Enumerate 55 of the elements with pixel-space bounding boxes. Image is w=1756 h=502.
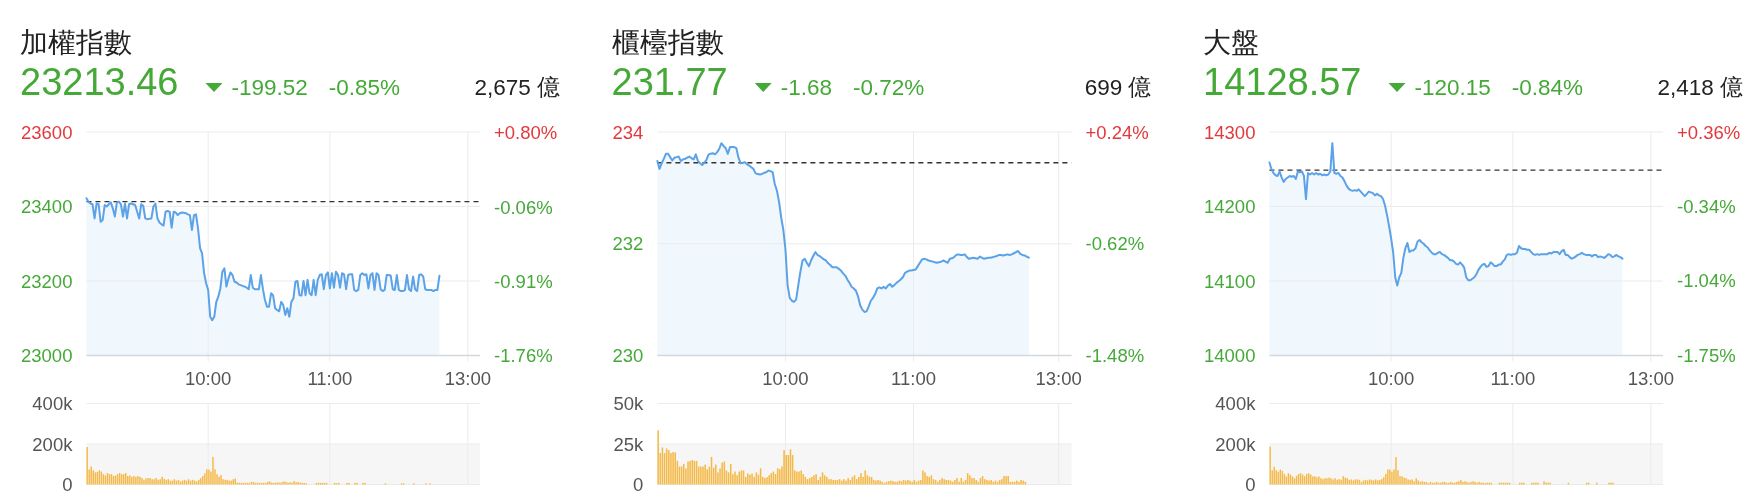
x-tick-label: 10:00: [762, 368, 809, 389]
x-tick-label: 10:00: [1368, 368, 1415, 389]
text: 14128.57: [1203, 61, 1362, 103]
text: -0.85%: [328, 75, 401, 100]
y-tick-label: 14100: [1204, 270, 1256, 292]
y-tick-label: 14000: [1204, 345, 1256, 366]
text: -1.68: [780, 75, 833, 100]
y-tick-label: 23600: [21, 121, 73, 143]
y-tick-label: 14200: [1204, 196, 1256, 217]
y-tick-label: 400k: [1215, 393, 1257, 414]
y-tick-label: 200k: [32, 433, 74, 455]
y2-tick-label: +0.24%: [1085, 121, 1149, 143]
y-tick-label: 200k: [1215, 433, 1257, 455]
text: -199.52: [231, 75, 308, 100]
y-tick-label: 25k: [613, 433, 645, 455]
x-tick-label: 10:00: [185, 368, 232, 389]
x-tick-label: 11:00: [1490, 368, 1536, 389]
x-tick-label: 13:00: [1035, 368, 1082, 389]
x-tick-label: 13:00: [444, 368, 491, 389]
y2-tick-label: -1.48%: [1085, 345, 1145, 366]
text: 699 億: [1084, 75, 1152, 100]
x-tick-label: 11:00: [891, 368, 936, 389]
y2-tick-label: -1.76%: [494, 345, 553, 366]
y-tick-label: 400k: [32, 393, 74, 414]
y-tick-label: 50k: [613, 393, 645, 414]
y-tick-label: 23000: [21, 345, 73, 366]
y-tick-label: 230: [612, 345, 644, 366]
y-tick-label: 0: [1245, 474, 1256, 495]
y2-tick-label: -0.06%: [494, 196, 553, 218]
y2-tick-label: -0.62%: [1085, 233, 1145, 255]
chart-title: 加權指數: [20, 27, 132, 58]
text: -0.84%: [1511, 75, 1584, 100]
text: 2,675 億: [474, 75, 560, 100]
y-tick-label: 0: [62, 474, 73, 495]
chart-title: 大盤: [1203, 27, 1259, 58]
y2-tick-label: -1.04%: [1677, 269, 1736, 291]
y2-tick-label: -0.91%: [494, 270, 553, 292]
y2-tick-label: +0.80%: [494, 121, 558, 143]
chart-title: 櫃檯指數: [611, 27, 724, 58]
y-tick-label: 0: [633, 474, 644, 495]
y-tick-label: 232: [612, 233, 644, 255]
y2-tick-label: +0.36%: [1677, 121, 1741, 143]
text: 231.77: [611, 61, 728, 103]
y-tick-label: 23400: [21, 196, 73, 217]
text: -120.15: [1414, 75, 1491, 100]
x-tick-label: 11:00: [307, 368, 353, 389]
y-tick-label: 14300: [1204, 121, 1256, 143]
y2-tick-label: -1.75%: [1677, 345, 1736, 366]
text: 23213.46: [20, 61, 179, 103]
x-tick-label: 13:00: [1627, 368, 1674, 389]
y-tick-label: 23200: [21, 270, 73, 292]
text: 2,418 億: [1657, 75, 1743, 100]
y-tick-label: 234: [612, 121, 644, 143]
text: -0.72%: [853, 75, 925, 100]
y2-tick-label: -0.34%: [1677, 195, 1736, 217]
